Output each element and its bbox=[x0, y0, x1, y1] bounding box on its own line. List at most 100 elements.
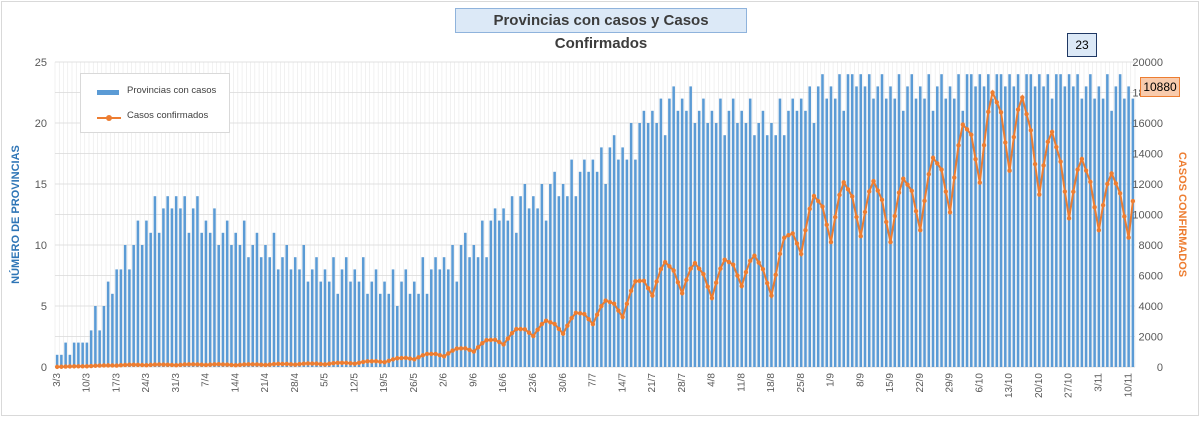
point-casos bbox=[543, 318, 549, 323]
bar-provincias bbox=[821, 74, 824, 367]
y-right-tick-label: 2000 bbox=[1139, 332, 1163, 344]
point-casos bbox=[1024, 111, 1029, 117]
bar-provincias bbox=[1110, 110, 1113, 368]
bar-provincias bbox=[281, 257, 284, 367]
x-tick-label: 14/4 bbox=[230, 373, 241, 393]
x-tick-label: 28/7 bbox=[677, 373, 688, 393]
point-casos bbox=[331, 360, 336, 366]
bar-provincias bbox=[727, 110, 731, 368]
bar-provincias bbox=[272, 232, 276, 367]
point-casos bbox=[730, 262, 736, 267]
point-casos bbox=[964, 127, 970, 132]
y-right-axis-title: CASOS CONFIRMADOS bbox=[1176, 152, 1188, 277]
bar-provincias bbox=[417, 293, 420, 367]
point-casos bbox=[1058, 159, 1063, 164]
bar-provincias bbox=[838, 74, 841, 367]
point-casos bbox=[952, 175, 957, 180]
point-casos bbox=[756, 260, 761, 265]
bar-provincias bbox=[1089, 74, 1092, 367]
point-casos bbox=[318, 361, 323, 367]
point-casos bbox=[1037, 192, 1042, 197]
bar-provincias bbox=[595, 171, 599, 367]
point-casos bbox=[867, 189, 872, 194]
y-right-tick-label: 14000 bbox=[1132, 149, 1163, 161]
point-casos bbox=[518, 326, 523, 332]
bar-provincias bbox=[833, 98, 837, 367]
point-casos bbox=[569, 315, 574, 321]
bar-provincias bbox=[1101, 98, 1105, 367]
bar-provincias bbox=[268, 257, 271, 367]
bar-provincias bbox=[94, 306, 97, 367]
bar-provincias bbox=[123, 245, 127, 367]
legend-label-casos: Casos confirmados bbox=[127, 110, 209, 121]
point-casos bbox=[765, 280, 770, 286]
point-casos bbox=[611, 301, 617, 306]
bar-provincias bbox=[625, 159, 629, 367]
bar-provincias bbox=[455, 281, 459, 367]
bar-provincias bbox=[987, 74, 990, 367]
bar-provincias bbox=[1076, 74, 1079, 367]
point-casos bbox=[446, 351, 451, 356]
bar-provincias bbox=[659, 98, 663, 367]
point-casos bbox=[229, 362, 234, 368]
point-casos bbox=[254, 362, 260, 367]
bar-provincias bbox=[672, 86, 675, 368]
bar-provincias bbox=[808, 86, 811, 368]
bar-provincias bbox=[1084, 86, 1088, 368]
point-casos bbox=[59, 364, 64, 369]
point-casos bbox=[773, 272, 778, 278]
point-casos bbox=[71, 364, 77, 369]
bar-provincias bbox=[464, 232, 467, 367]
bar-provincias bbox=[340, 269, 344, 367]
bar-provincias bbox=[361, 257, 365, 367]
bar-provincias bbox=[442, 257, 446, 367]
point-casos bbox=[526, 330, 532, 335]
provinces-last-value-label: 23 bbox=[1067, 33, 1097, 57]
bar-provincias bbox=[846, 74, 850, 367]
point-casos bbox=[522, 327, 528, 332]
y-right-tick-label: 0 bbox=[1157, 362, 1163, 374]
point-casos bbox=[662, 259, 668, 265]
bar-provincias bbox=[493, 208, 497, 367]
bar-provincias bbox=[1059, 74, 1062, 367]
point-casos bbox=[509, 330, 515, 336]
bar-provincias bbox=[251, 245, 254, 367]
point-casos bbox=[718, 266, 723, 271]
x-tick-label: 8/9 bbox=[855, 373, 866, 387]
point-casos bbox=[305, 361, 311, 366]
point-casos bbox=[186, 362, 192, 367]
bar-provincias bbox=[974, 86, 977, 368]
point-casos bbox=[794, 241, 800, 246]
bar-provincias bbox=[804, 110, 807, 368]
point-casos bbox=[348, 361, 353, 366]
point-casos bbox=[190, 362, 196, 367]
point-casos bbox=[905, 182, 910, 187]
bar-provincias bbox=[765, 135, 769, 367]
bar-provincias bbox=[145, 220, 148, 367]
bar-provincias bbox=[472, 245, 476, 367]
point-casos bbox=[216, 362, 221, 367]
bar-provincias bbox=[438, 269, 442, 367]
point-casos bbox=[722, 257, 727, 262]
x-tick-label: 1/9 bbox=[826, 373, 837, 387]
point-casos bbox=[1109, 171, 1114, 176]
point-casos bbox=[263, 362, 268, 368]
point-casos bbox=[820, 204, 825, 209]
point-casos bbox=[807, 206, 812, 212]
bar-provincias bbox=[157, 232, 161, 367]
bar-provincias bbox=[255, 232, 259, 367]
bar-provincias bbox=[855, 86, 858, 368]
bar-provincias bbox=[982, 86, 986, 368]
bar-provincias bbox=[476, 257, 480, 367]
point-casos bbox=[1105, 181, 1110, 187]
point-casos bbox=[429, 351, 434, 357]
bar-provincias bbox=[400, 281, 403, 367]
bar-provincias bbox=[889, 86, 892, 368]
point-casos bbox=[654, 279, 659, 284]
point-casos bbox=[726, 259, 732, 265]
bar-provincias bbox=[617, 159, 620, 367]
bar-provincias bbox=[697, 110, 701, 368]
bar-provincias bbox=[102, 306, 106, 367]
bar-provincias bbox=[706, 123, 709, 367]
point-casos bbox=[956, 143, 961, 148]
